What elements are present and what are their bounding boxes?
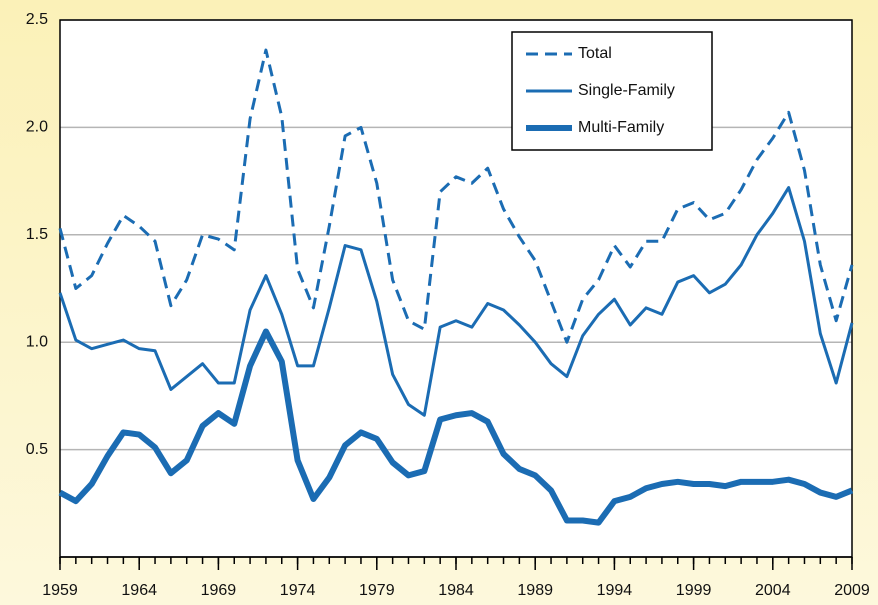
x-tick-label: 1979: [359, 582, 395, 599]
x-tick-label: 1999: [676, 582, 712, 599]
series-line: [58, 186, 854, 417]
legend: Total Single-Family Multi-Family: [511, 31, 713, 151]
legend-label: Multi-Family: [578, 119, 664, 136]
x-tick-label: 2004: [755, 582, 791, 599]
x-tick-label: 2009: [834, 582, 870, 599]
x-tick-label: 1969: [201, 582, 237, 599]
x-tick-label: 1984: [438, 582, 474, 599]
plot-area: [60, 20, 852, 557]
y-tick-label: 1.0: [26, 333, 48, 350]
x-tick-label: 1994: [597, 582, 633, 599]
y-tick-label: 1.5: [26, 226, 48, 243]
series-line: [58, 328, 854, 526]
legend-label: Single-Family: [578, 82, 675, 99]
x-tick-label: 1989: [517, 582, 553, 599]
y-tick-label: 2.0: [26, 119, 48, 136]
plot-frame: [59, 19, 853, 558]
legend-label: Total: [578, 45, 612, 62]
y-tick-label: 0.5: [26, 441, 48, 458]
x-tick-label: 1964: [121, 582, 157, 599]
series-line: [58, 48, 854, 344]
y-tick-label: 2.5: [26, 11, 48, 28]
x-tick-label: 1959: [42, 582, 78, 599]
x-tick-label: 1974: [280, 582, 316, 599]
